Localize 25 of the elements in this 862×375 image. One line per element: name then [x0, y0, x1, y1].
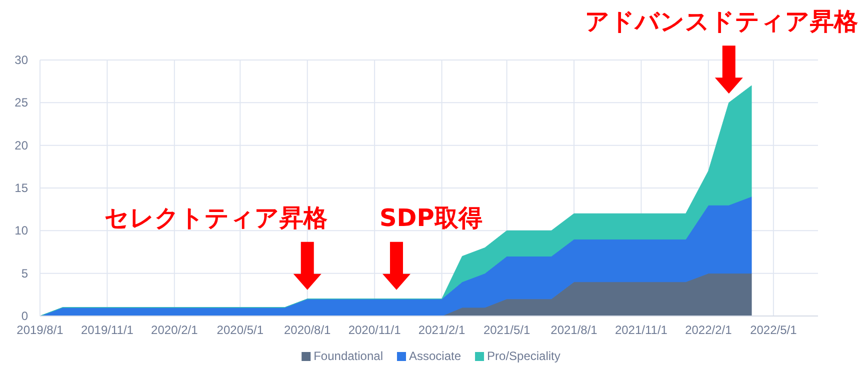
x-tick-label: 2019/8/1 [16, 323, 64, 337]
x-tick-label: 2022/5/1 [750, 323, 798, 337]
legend-label: Pro/Speciality [487, 349, 560, 363]
y-tick-label: 10 [14, 224, 28, 238]
annotation: アドバンスドティア昇格 [585, 8, 859, 36]
y-tick-label: 0 [21, 309, 28, 323]
x-tick-label: 2019/11/1 [80, 323, 134, 337]
y-tick-label: 15 [14, 181, 28, 195]
x-tick-label: 2021/11/1 [614, 323, 668, 337]
y-tick-label: 5 [21, 266, 28, 280]
y-tick-label: 30 [14, 53, 28, 67]
x-tick-label: 2020/8/1 [284, 323, 332, 337]
y-tick-label: 20 [14, 138, 28, 152]
x-tick-label: 2021/5/1 [483, 323, 530, 337]
x-tick-label: 2020/11/1 [348, 323, 402, 337]
x-tick-label: 2022/2/1 [685, 323, 732, 337]
x-tick-label: 2021/2/1 [418, 323, 466, 337]
x-tick-label: 2020/2/1 [151, 323, 198, 337]
legend-label: Foundational [314, 349, 383, 363]
annotation: SDP取得 [379, 204, 482, 232]
legend-label: Associate [408, 349, 462, 363]
y-tick-label: 25 [14, 96, 28, 110]
x-tick-label: 2021/8/1 [550, 323, 598, 337]
x-tick-label: 2020/5/1 [216, 323, 264, 337]
annotation: セレクトティア昇格 [104, 204, 328, 232]
